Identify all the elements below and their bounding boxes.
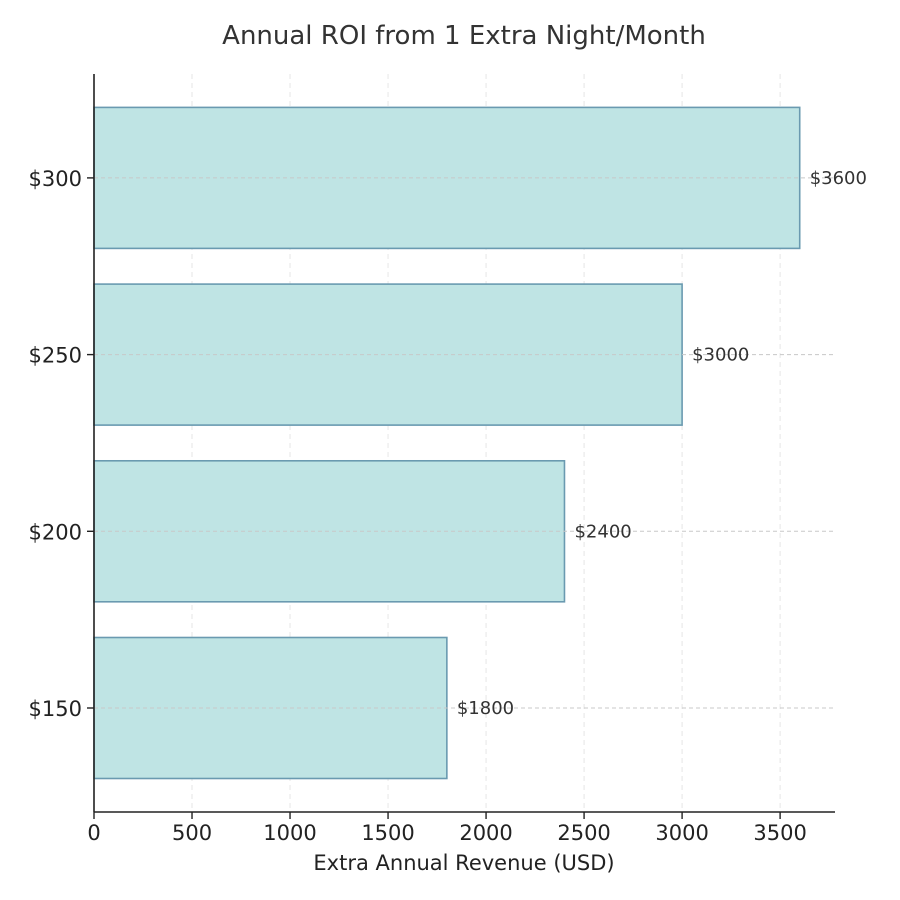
x-tick-label: 2500 [557,821,610,845]
x-tick-label: 2000 [459,821,512,845]
x-tick-label: 1000 [263,821,316,845]
value-label: $3000 [692,345,749,366]
x-axis-ticks: 0 500 1000 1500 2000 2500 3000 3500 [87,812,807,845]
axes [93,74,835,813]
chart-title: Annual ROI from 1 Extra Night/Month [222,21,706,51]
value-label: $2400 [574,521,631,542]
bars [93,106,801,780]
y-tick-label: $150 [29,697,82,721]
x-tick-label: 1500 [361,821,414,845]
value-labels: $1800 $2400 $3000 $3600 [457,168,867,719]
x-tick-label: 3000 [655,821,708,845]
x-tick-label: 3500 [753,821,806,845]
x-axis-label: Extra Annual Revenue (USD) [313,851,614,875]
y-tick-label: $200 [29,520,82,544]
y-tick-label: $250 [29,344,82,368]
y-tick-label: $300 [29,167,82,191]
y-axis-ticks: $150 $200 $250 $300 [29,167,94,721]
category-grid-lines [94,177,835,709]
value-label: $1800 [457,698,514,719]
value-label: $3600 [810,168,867,189]
x-tick-label: 500 [172,821,212,845]
x-tick-label: 0 [87,821,100,845]
